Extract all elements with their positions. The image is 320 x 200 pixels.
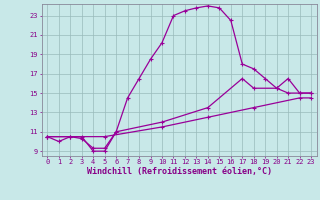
X-axis label: Windchill (Refroidissement éolien,°C): Windchill (Refroidissement éolien,°C) [87,167,272,176]
